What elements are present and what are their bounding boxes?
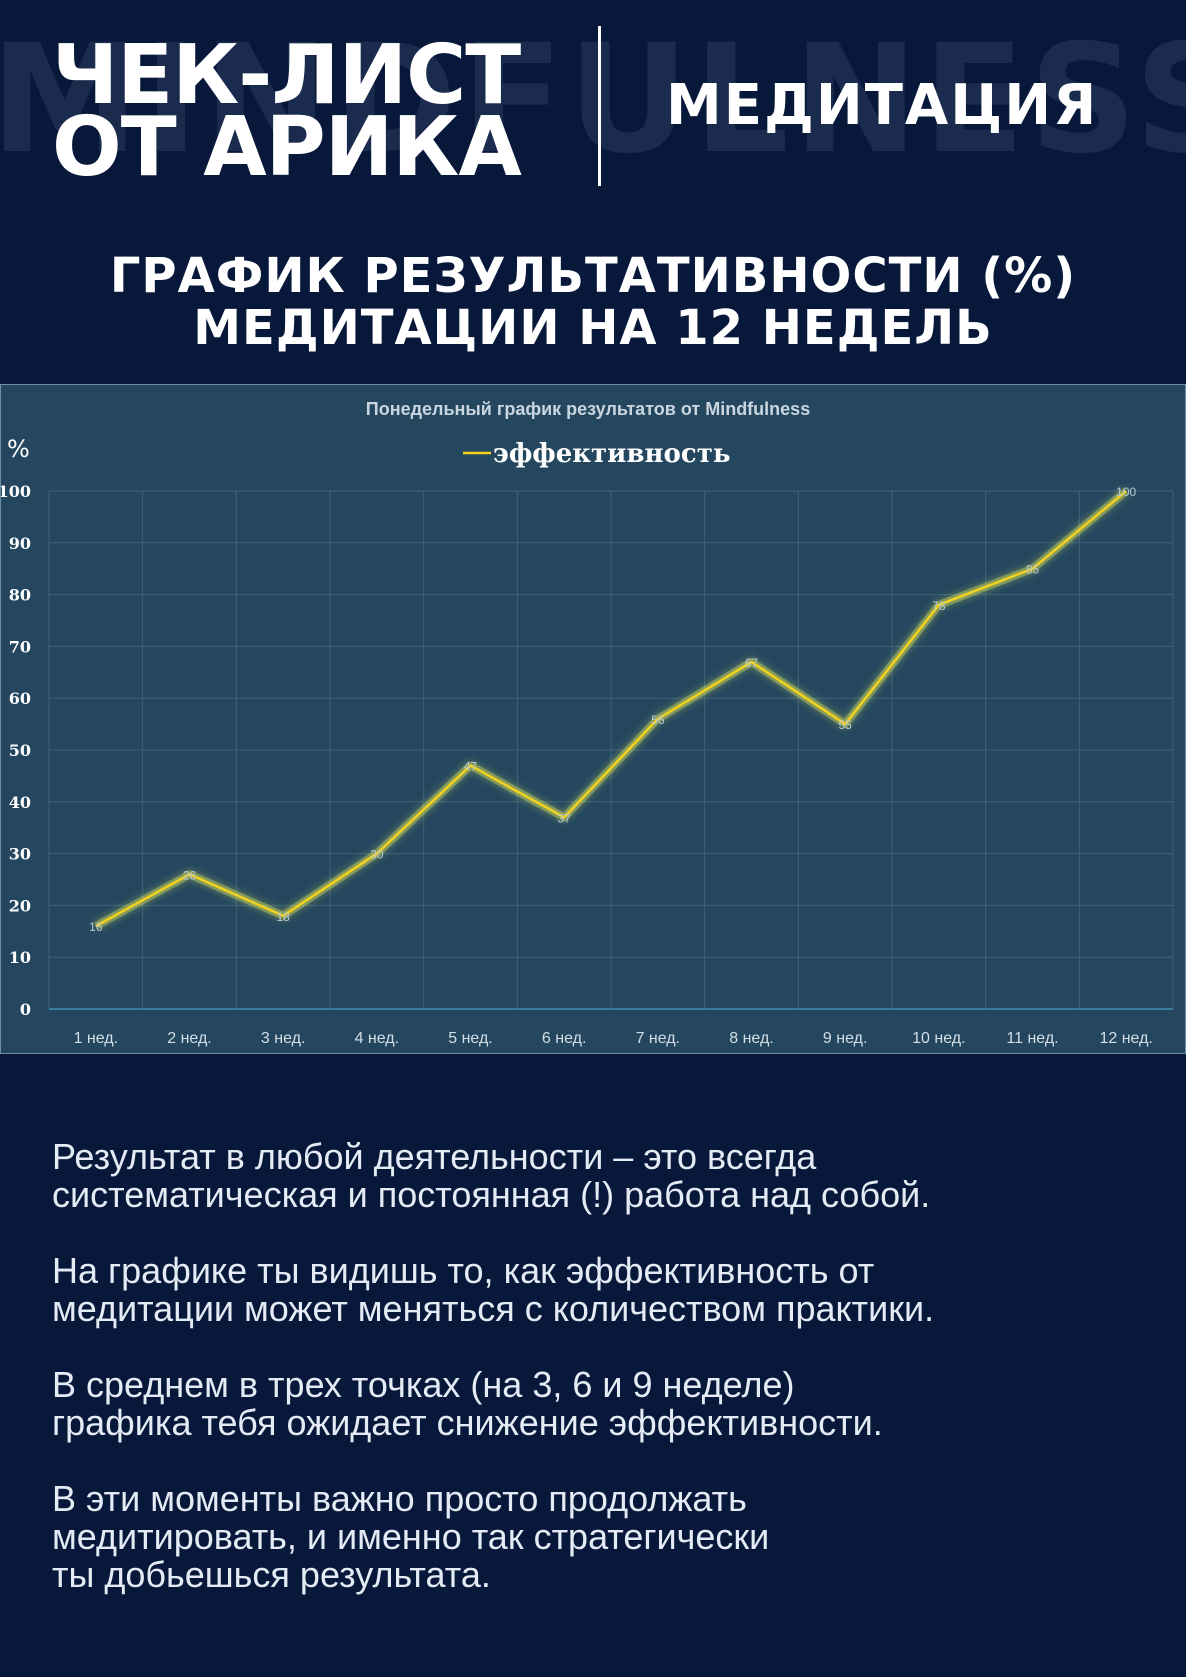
- chart-title: Понедельный график результатов от Mindfu…: [366, 399, 810, 419]
- y-tick-label: 30: [9, 845, 31, 864]
- y-tick-label: 20: [9, 896, 31, 915]
- paragraph-1: Результат в любой деятельности – это все…: [52, 1138, 1152, 1214]
- header: MINDFULNESS ЧЕК-ЛИСТ ОТ АРИКА МЕДИТАЦИЯ: [0, 0, 1186, 200]
- main-title-line-2: МЕДИТАЦИИ НА 12 НЕДЕЛЬ: [193, 300, 993, 356]
- main-title-line-1: ГРАФИК РЕЗУЛЬТАТИВНОСТИ (%): [109, 248, 1077, 304]
- data-label: 18: [276, 910, 290, 924]
- y-tick-label: 90: [9, 534, 31, 553]
- data-labels: 16 26 18 30 47 37 56 67 55 78 85 100: [89, 485, 1136, 934]
- y-tick-label: 50: [9, 741, 31, 760]
- x-tick-label: 8 нед.: [729, 1030, 774, 1047]
- x-tick-label: 7 нед.: [636, 1030, 681, 1047]
- x-tick-label: 12 нед.: [1099, 1030, 1152, 1047]
- paragraph-2: На графике ты видишь то, как эффективнос…: [52, 1252, 1152, 1328]
- paragraph-3-line-1: В среднем в трех точках (на 3, 6 и 9 нед…: [52, 1364, 795, 1405]
- y-tick-label: 60: [9, 689, 31, 708]
- y-axis-ticks: 0 10 20 30 40 50 60 70 80 90 100: [1, 482, 31, 1019]
- paragraph-2-line-2: медитации может меняться с количеством п…: [52, 1288, 935, 1329]
- brand-line-1: ЧЕК-ЛИСТ: [52, 28, 521, 123]
- chart-grid: [48, 490, 1174, 1010]
- data-label: 56: [651, 713, 665, 727]
- data-label: 26: [183, 868, 197, 882]
- y-axis-label: %: [7, 435, 30, 463]
- paragraph-4: В эти моменты важно просто продолжать ме…: [52, 1480, 1152, 1594]
- paragraph-4-line-3: ты добьешься результата.: [52, 1554, 491, 1595]
- line-chart: Понедельный график результатов от Mindfu…: [1, 399, 1174, 1047]
- series-effectiveness: [93, 487, 1129, 930]
- series-line: [95, 490, 1127, 928]
- y-tick-label: 10: [9, 948, 31, 967]
- data-label: 55: [838, 718, 852, 732]
- y-tick-label: 70: [9, 637, 31, 656]
- x-tick-label: 9 нед.: [823, 1030, 868, 1047]
- y-tick-label: 100: [1, 482, 31, 501]
- paragraph-3-line-2: графика тебя ожидает снижение эффективно…: [52, 1402, 883, 1443]
- chart-panel: Понедельный график результатов от Mindfu…: [0, 384, 1186, 1054]
- y-tick-label: 80: [9, 586, 31, 605]
- x-tick-label: 10 нед.: [912, 1030, 965, 1047]
- legend-series-name: эффективность: [493, 439, 730, 469]
- data-label: 16: [89, 920, 103, 934]
- paragraph-4-line-1: В эти моменты важно просто продолжать: [52, 1478, 747, 1519]
- x-tick-label: 4 нед.: [355, 1030, 400, 1047]
- paragraph-1-line-2: систематическая и постоянная (!) работа …: [52, 1174, 931, 1215]
- y-tick-label: 40: [9, 793, 31, 812]
- data-label: 100: [1116, 485, 1136, 499]
- x-tick-label: 6 нед.: [542, 1030, 587, 1047]
- paragraph-4-line-2: медитировать, и именно так стратегически: [52, 1516, 770, 1557]
- x-tick-label: 1 нед.: [74, 1030, 119, 1047]
- data-label: 85: [1026, 563, 1040, 577]
- data-label: 47: [464, 760, 478, 774]
- data-label: 37: [557, 811, 571, 825]
- description-text: Результат в любой деятельности – это все…: [52, 1138, 1152, 1632]
- x-tick-label: 5 нед.: [448, 1030, 493, 1047]
- header-divider: [598, 26, 601, 186]
- x-tick-label: 11 нед.: [1006, 1030, 1058, 1047]
- data-label: 30: [370, 848, 384, 862]
- paragraph-2-line-1: На графике ты видишь то, как эффективнос…: [52, 1250, 875, 1291]
- x-tick-label: 3 нед.: [261, 1030, 306, 1047]
- section-title: МЕДИТАЦИЯ: [666, 73, 1099, 138]
- brand-line-2: ОТ АРИКА: [52, 100, 522, 195]
- brand-title: ЧЕК-ЛИСТ ОТ АРИКА: [52, 28, 592, 195]
- paragraph-3: В среднем в трех точках (на 3, 6 и 9 нед…: [52, 1366, 1152, 1442]
- data-label: 67: [745, 656, 759, 670]
- data-label: 78: [932, 599, 946, 613]
- watermark-text: MINDFULNESS: [0, 13, 1186, 187]
- x-tick-label: 2 нед.: [167, 1030, 212, 1047]
- paragraph-1-line-1: Результат в любой деятельности – это все…: [52, 1136, 817, 1177]
- main-title: ГРАФИК РЕЗУЛЬТАТИВНОСТИ (%) МЕДИТАЦИИ НА…: [0, 250, 1186, 354]
- x-axis-ticks: 1 нед. 2 нед. 3 нед. 4 нед. 5 нед. 6 нед. 7 не…: [74, 1030, 1153, 1047]
- y-tick-label: 0: [20, 1000, 31, 1019]
